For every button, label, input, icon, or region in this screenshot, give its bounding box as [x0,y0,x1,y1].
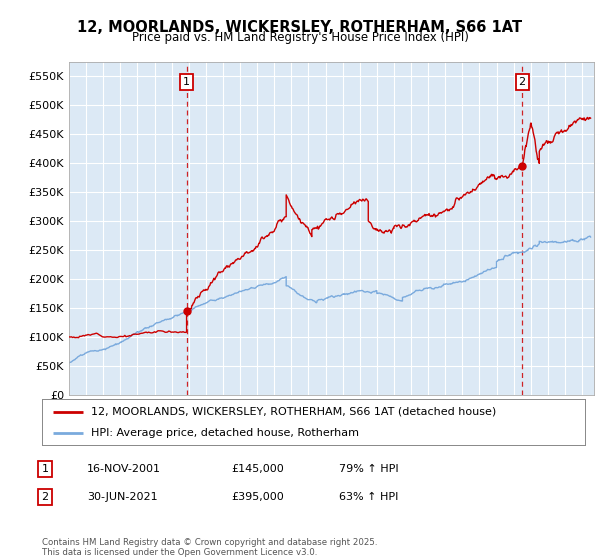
Text: 1: 1 [41,464,49,474]
Text: £395,000: £395,000 [231,492,284,502]
Text: HPI: Average price, detached house, Rotherham: HPI: Average price, detached house, Roth… [91,428,359,438]
Text: 1: 1 [183,77,190,87]
Text: 12, MOORLANDS, WICKERSLEY, ROTHERHAM, S66 1AT (detached house): 12, MOORLANDS, WICKERSLEY, ROTHERHAM, S6… [91,407,496,417]
Text: Contains HM Land Registry data © Crown copyright and database right 2025.
This d: Contains HM Land Registry data © Crown c… [42,538,377,557]
Text: 2: 2 [518,77,526,87]
Text: 12, MOORLANDS, WICKERSLEY, ROTHERHAM, S66 1AT: 12, MOORLANDS, WICKERSLEY, ROTHERHAM, S6… [77,20,523,35]
Text: £145,000: £145,000 [231,464,284,474]
Text: 79% ↑ HPI: 79% ↑ HPI [339,464,398,474]
Text: 16-NOV-2001: 16-NOV-2001 [87,464,161,474]
Text: 2: 2 [41,492,49,502]
Text: 30-JUN-2021: 30-JUN-2021 [87,492,158,502]
Text: Price paid vs. HM Land Registry's House Price Index (HPI): Price paid vs. HM Land Registry's House … [131,31,469,44]
Text: 63% ↑ HPI: 63% ↑ HPI [339,492,398,502]
